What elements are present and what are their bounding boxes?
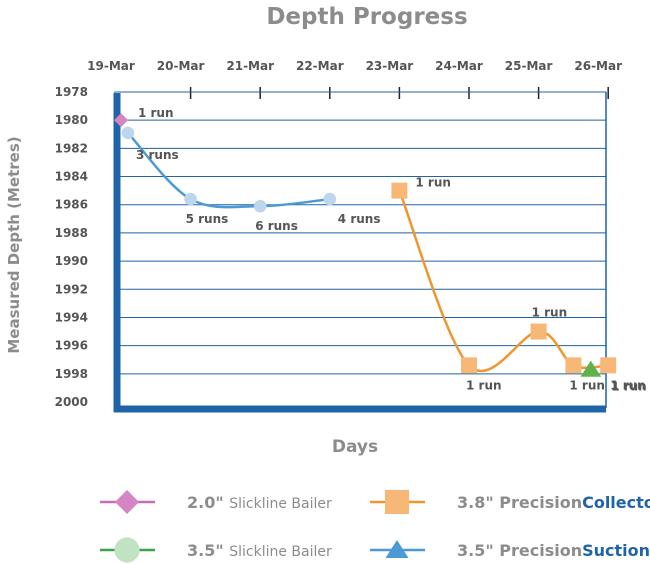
legend-size: 3.5" [187, 541, 229, 560]
legend-item: 2.0" Slickline Bailer [100, 490, 332, 514]
data-point [530, 323, 547, 340]
x-tick-label: 22-Mar [296, 59, 344, 73]
y-tick-label: 1996 [55, 339, 88, 353]
x-tick-labels: 19-Mar 20-Mar 21-Mar 22-Mar 23-Mar 24-Mar 25-M… [87, 59, 622, 99]
y-tick-label: 1978 [55, 85, 88, 99]
data-point [323, 192, 337, 206]
legend-brand: Suction [582, 541, 650, 560]
data-point [121, 126, 135, 140]
legend-item: 3.8" PrecisionCollector [370, 490, 650, 514]
legend-size: 2.0" [187, 493, 229, 512]
x-tick-label: 23-Mar [366, 59, 414, 73]
legend-size: 3.5" [457, 541, 499, 560]
x-tick-label: 19-Mar [87, 59, 135, 73]
series-line [398, 190, 609, 373]
legend-label: 3.5" PrecisionSuction [457, 541, 650, 560]
legend-label: 3.8" PrecisionCollector [457, 493, 650, 512]
series-markers [114, 113, 617, 377]
legend-name: Slickline Bailer [229, 496, 332, 512]
x-tick-label: 24-Mar [435, 59, 483, 73]
y-tick-label: 1990 [55, 254, 88, 268]
y-tick-label: 1986 [55, 198, 88, 212]
legend-item: 3.5" Slickline Bailer [100, 537, 332, 563]
y-axis-label: Measured Depth (Metres) [5, 136, 23, 353]
legend: 2.0" Slickline Bailer 3.8" PrecisionColle… [100, 490, 650, 563]
legend-name: Precision [499, 493, 582, 512]
data-point [253, 199, 267, 213]
legend-size: 3.8" [457, 493, 499, 512]
chart-title: Depth Progress [266, 4, 467, 30]
y-tick-label: 2000 [55, 395, 88, 409]
y-tick-label: 1994 [55, 310, 88, 324]
x-axis-label: Days [332, 437, 378, 457]
data-label: 1 run [569, 378, 605, 392]
legend-label: 3.5" Slickline Bailer [187, 541, 332, 560]
data-label: 1 run [138, 106, 174, 120]
legend-marker [114, 537, 140, 563]
data-label: 5 runs [186, 212, 229, 226]
legend-name: Precision [499, 541, 582, 560]
data-label: 6 runs [255, 219, 298, 233]
y-tick-label: 1992 [55, 282, 88, 296]
data-point [565, 357, 582, 374]
data-label: 1 run [466, 378, 502, 392]
data-point [184, 192, 197, 206]
grid-lines [114, 91, 607, 408]
data-label: 1 run [611, 380, 647, 394]
legend-label: 2.0" Slickline Bailer [187, 493, 332, 512]
legend-marker [385, 540, 409, 558]
data-point [461, 357, 477, 374]
y-tick-label: 1998 [55, 367, 88, 381]
data-point [580, 360, 602, 377]
y-tick-label: 1980 [55, 113, 88, 127]
y-tick-label: 1982 [55, 141, 88, 155]
x-tick-label: 20-Mar [157, 59, 205, 73]
x-tick-label: 26-Mar [574, 59, 622, 73]
legend-item: 3.5" PrecisionSuction [370, 540, 650, 560]
series-line [127, 132, 330, 209]
data-label: 1 run [415, 176, 451, 190]
y-tick-label: 1988 [55, 226, 88, 240]
x-tick-label: 25-Mar [505, 59, 553, 73]
legend-marker [115, 490, 139, 514]
data-point [114, 113, 128, 128]
y-tick-label: 1984 [55, 170, 88, 184]
data-point [600, 357, 617, 374]
x-tick-label: 21-Mar [226, 59, 274, 73]
legend-name: Slickline Bailer [229, 544, 332, 560]
data-labels: 3 runs 5 runs 6 runs 4 runs 1 run 1 run 1 run 1… [136, 106, 647, 393]
axes [113, 93, 606, 413]
data-label: 3 runs [136, 148, 179, 162]
y-tick-labels: 1978 1980 1982 1984 1986 1988 1990 1992 1994 1996… [55, 85, 88, 409]
legend-marker [385, 490, 409, 514]
data-label: 1 run [610, 378, 646, 392]
data-point [391, 182, 408, 199]
data-label: 4 runs [338, 212, 381, 226]
data-label: 1 run [532, 306, 568, 320]
legend-brand: Collector [582, 493, 650, 512]
